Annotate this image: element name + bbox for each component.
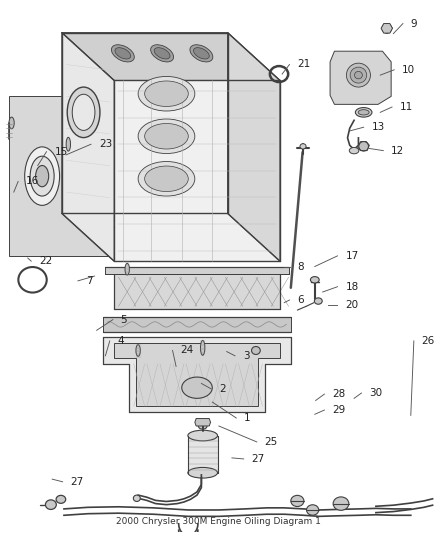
Polygon shape [187,435,217,473]
Text: 22: 22 [39,256,52,266]
Text: 2000 Chrysler 300M Engine Oiling Diagram 1: 2000 Chrysler 300M Engine Oiling Diagram… [116,517,321,526]
Text: 1: 1 [244,413,250,423]
Ellipse shape [187,430,217,441]
Text: 16: 16 [26,176,39,187]
Ellipse shape [35,165,49,187]
Text: 20: 20 [345,300,358,310]
Text: 7: 7 [85,276,92,286]
Text: 27: 27 [71,477,84,487]
Text: 30: 30 [368,388,381,398]
Ellipse shape [67,87,100,138]
Ellipse shape [193,47,209,59]
Polygon shape [194,418,210,426]
Polygon shape [329,51,390,104]
Ellipse shape [145,81,188,107]
Text: 5: 5 [120,314,127,325]
Polygon shape [103,337,290,411]
Polygon shape [105,266,288,274]
Ellipse shape [200,341,205,356]
Polygon shape [114,274,279,309]
Polygon shape [357,142,368,151]
Ellipse shape [306,505,318,515]
Ellipse shape [133,495,140,502]
Text: 3: 3 [242,351,249,361]
Ellipse shape [190,45,212,62]
Polygon shape [62,33,114,261]
Text: 11: 11 [399,102,412,112]
Polygon shape [380,23,392,33]
Text: 8: 8 [297,262,303,271]
Ellipse shape [9,117,14,129]
Ellipse shape [299,144,305,149]
Ellipse shape [251,346,260,354]
Text: 6: 6 [297,295,303,305]
Ellipse shape [72,94,95,131]
Ellipse shape [349,148,358,154]
Ellipse shape [138,76,194,111]
Text: 24: 24 [180,345,193,356]
Polygon shape [62,33,279,80]
Ellipse shape [138,119,194,154]
Text: 15: 15 [54,147,67,157]
Text: 27: 27 [251,454,264,464]
Text: 4: 4 [117,336,124,346]
Ellipse shape [350,67,366,83]
Text: 25: 25 [264,437,277,447]
Ellipse shape [187,467,217,478]
Text: 28: 28 [332,389,345,399]
Ellipse shape [138,161,194,196]
Polygon shape [114,80,279,261]
Ellipse shape [125,263,129,275]
Text: 9: 9 [410,19,417,29]
Text: 23: 23 [99,139,112,149]
Ellipse shape [198,423,207,429]
Ellipse shape [111,45,134,62]
Ellipse shape [145,166,188,191]
Ellipse shape [115,47,131,59]
Polygon shape [103,317,290,332]
Ellipse shape [181,377,212,398]
Ellipse shape [354,71,361,79]
Ellipse shape [25,147,60,205]
Ellipse shape [357,110,368,115]
Ellipse shape [30,156,54,196]
Ellipse shape [145,124,188,149]
Polygon shape [114,343,279,406]
Ellipse shape [332,497,348,510]
Text: 2: 2 [218,384,225,394]
Ellipse shape [290,495,303,506]
Ellipse shape [346,63,370,87]
Text: 17: 17 [345,251,358,261]
Text: 29: 29 [332,405,345,415]
Ellipse shape [381,23,391,33]
Text: 26: 26 [421,336,434,346]
Text: 10: 10 [401,65,414,75]
Text: 12: 12 [390,146,403,156]
Ellipse shape [310,277,318,283]
Ellipse shape [136,345,140,357]
Text: 18: 18 [345,282,358,292]
Ellipse shape [355,108,371,117]
Text: 21: 21 [297,60,310,69]
Ellipse shape [150,45,173,62]
Ellipse shape [66,138,71,151]
Polygon shape [9,96,110,256]
Ellipse shape [45,500,56,510]
Ellipse shape [154,47,170,59]
Polygon shape [227,33,279,261]
Ellipse shape [56,495,66,503]
Ellipse shape [314,298,321,304]
Text: 13: 13 [371,122,384,132]
